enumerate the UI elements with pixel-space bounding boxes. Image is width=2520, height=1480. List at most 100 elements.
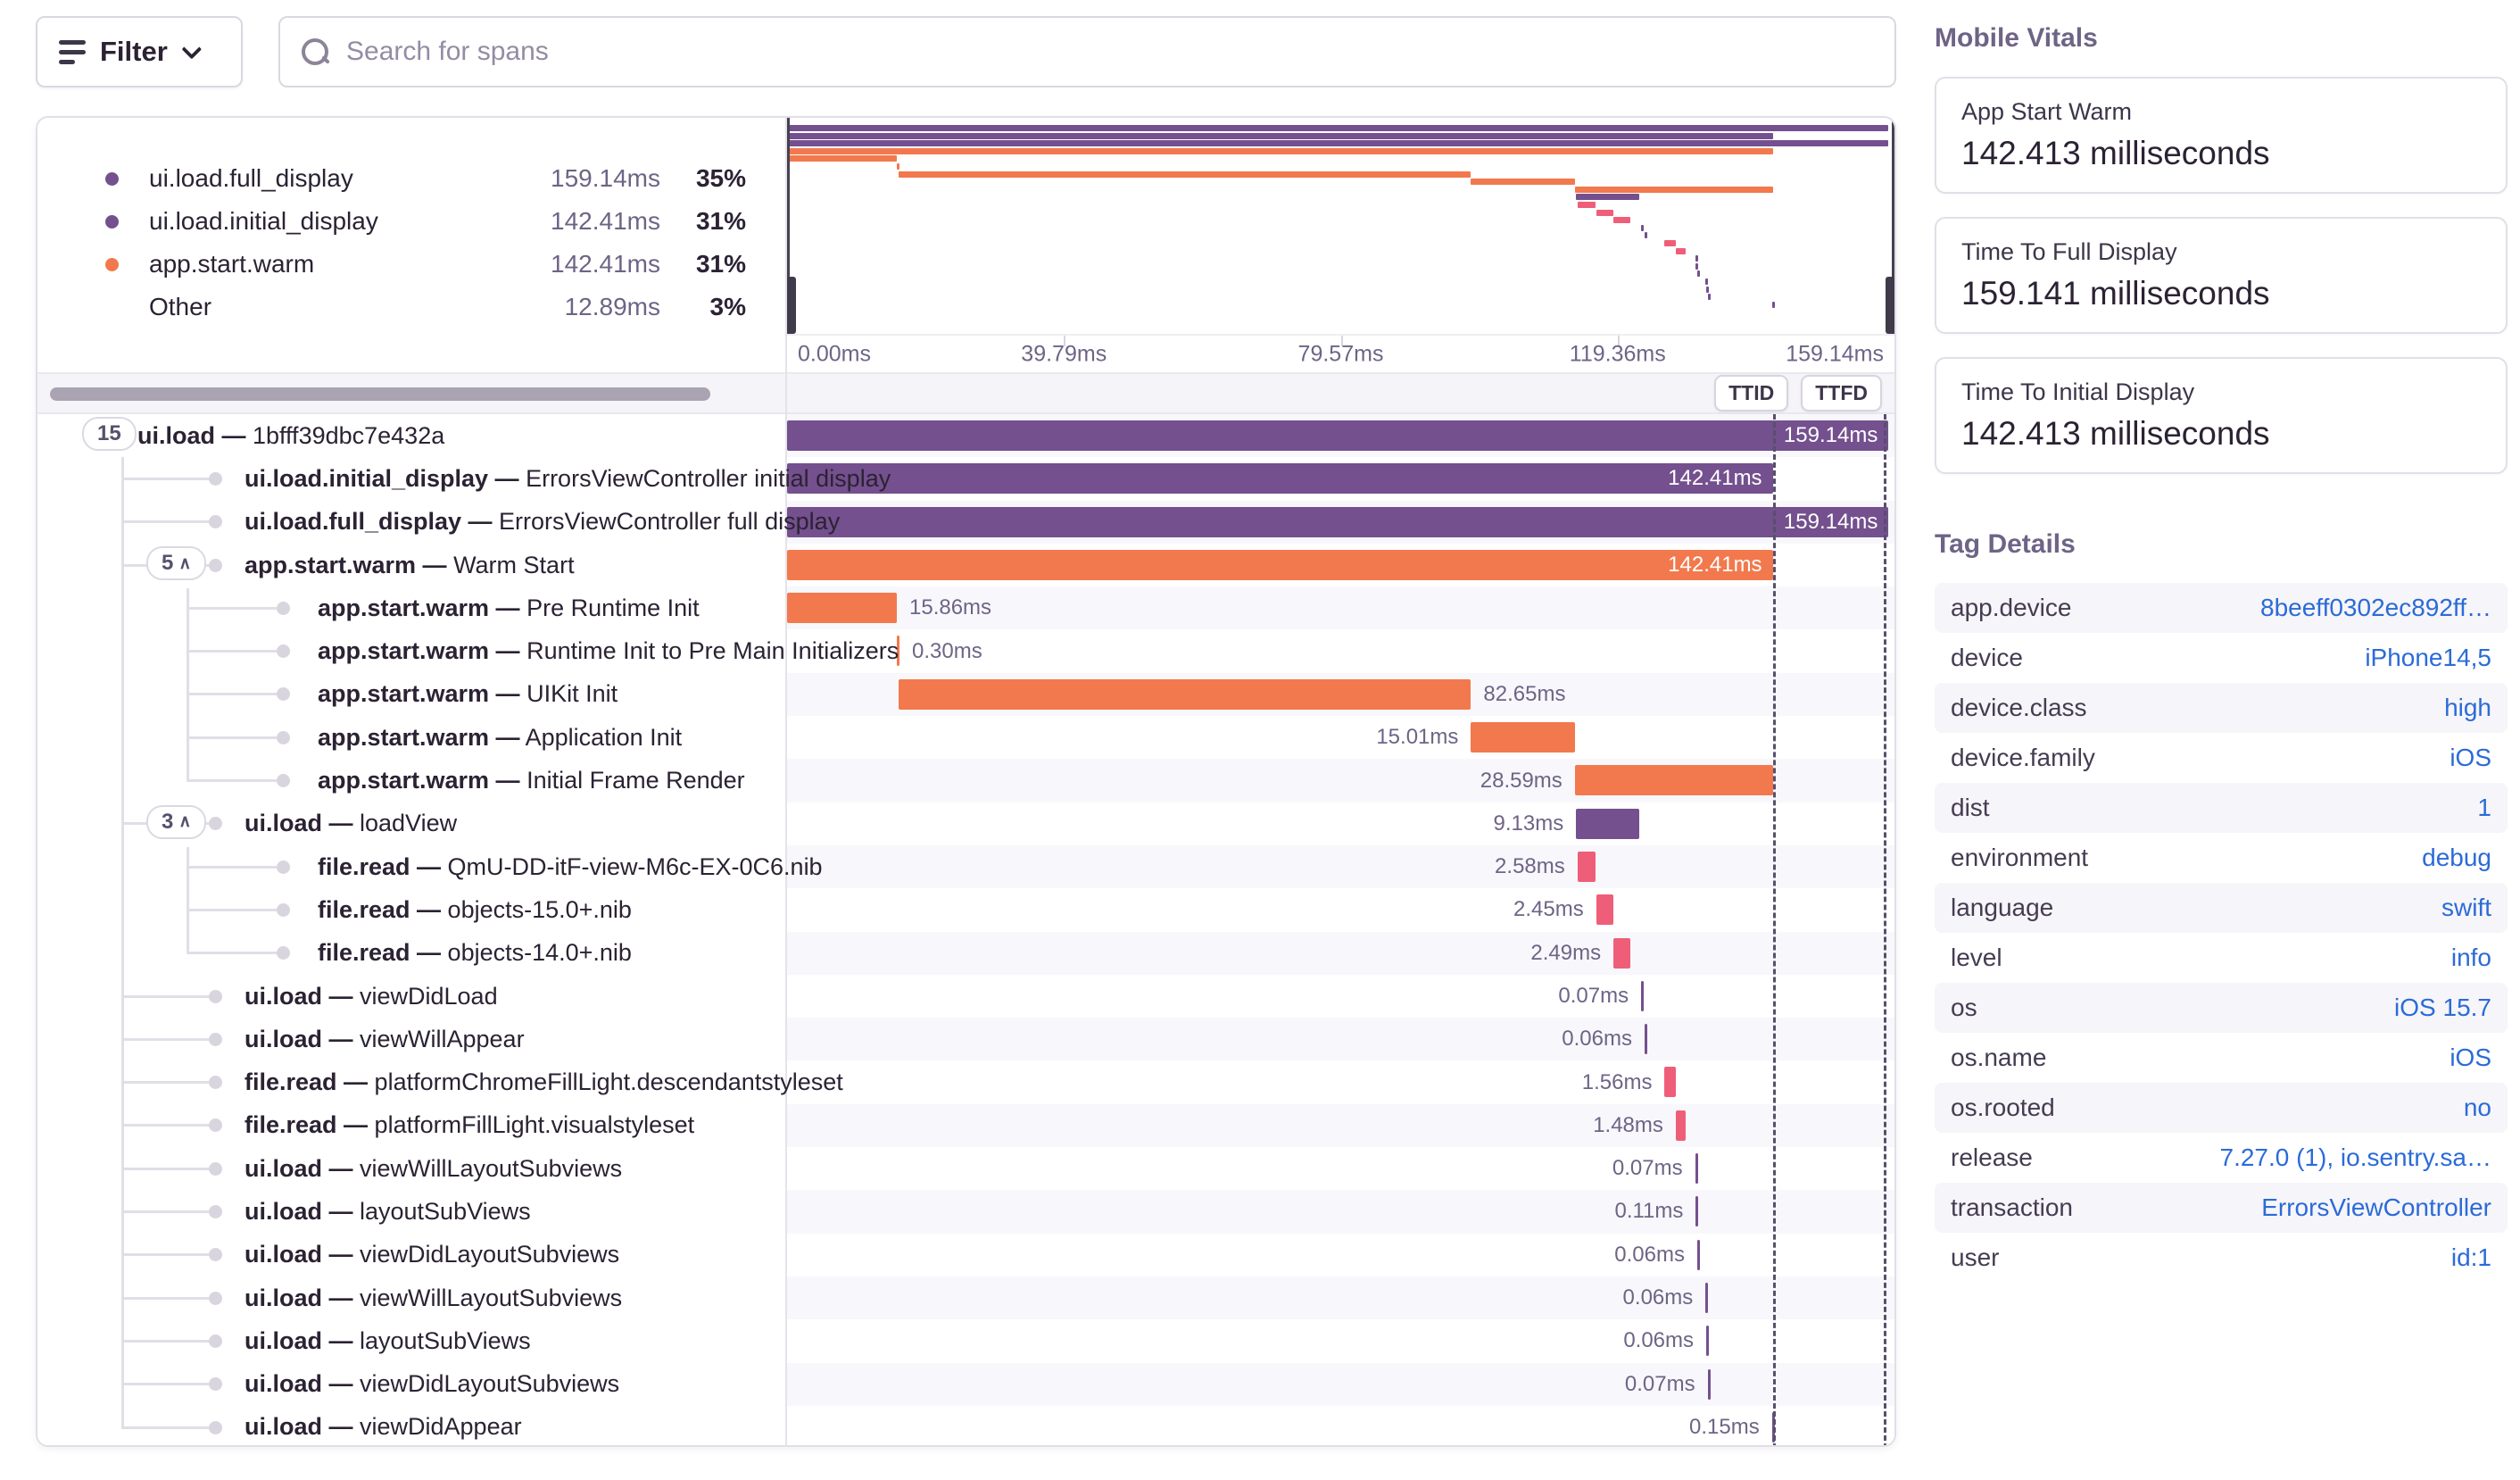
span-duration-bar[interactable] bbox=[787, 506, 1889, 537]
span-tree-row[interactable]: file.read — QmU-DD-itF-view-M6c-EX-0C6.n… bbox=[37, 845, 823, 888]
tag-value-link[interactable]: high bbox=[2444, 694, 2491, 721]
span-bar-row[interactable]: 15.86ms bbox=[787, 586, 1894, 630]
span-bar-row[interactable]: 0.07ms bbox=[787, 975, 1894, 1018]
tag-value-link[interactable]: iOS bbox=[2450, 744, 2491, 771]
tag-value-link[interactable]: iPhone14,5 bbox=[2365, 644, 2491, 671]
span-tree-row[interactable]: ui.load — 1bfff39dbc7e432a bbox=[37, 414, 785, 457]
span-tree-row[interactable]: file.read — platformFillLight.visualstyl… bbox=[37, 1104, 785, 1147]
span-tree-row[interactable]: ui.load — viewWillLayoutSubviews bbox=[37, 1147, 785, 1190]
span-duration-bar[interactable] bbox=[787, 420, 1889, 451]
span-children-chip[interactable]: 5 ∧ bbox=[146, 546, 207, 581]
span-tree-row[interactable]: ui.load.full_display — ErrorsViewControl… bbox=[37, 501, 840, 544]
tag-value-link[interactable]: 8beeff0302ec892ff… bbox=[2260, 594, 2491, 621]
span-tree-row[interactable]: ui.load — viewDidLayoutSubviews bbox=[37, 1234, 785, 1276]
span-duration-bar[interactable] bbox=[1577, 851, 1596, 882]
tag-value-link[interactable]: debug bbox=[2422, 844, 2491, 871]
tree-scrollbar-thumb[interactable] bbox=[50, 387, 710, 401]
legend-item[interactable]: Other 12.89ms 3% bbox=[105, 286, 746, 328]
span-bar-row[interactable]: 0.07ms bbox=[787, 1362, 1894, 1406]
span-tree-row[interactable]: app.start.warm — UIKit Init bbox=[37, 673, 785, 716]
span-tree-row[interactable]: ui.load — viewDidAppear bbox=[37, 1406, 785, 1445]
span-duration-bar[interactable] bbox=[1707, 1368, 1711, 1400]
span-bar-row[interactable]: 0.07ms bbox=[787, 1147, 1894, 1190]
tag-value-link[interactable]: swift bbox=[2441, 894, 2491, 921]
span-bar-row[interactable]: 82.65ms bbox=[787, 672, 1894, 717]
span-duration-bar[interactable] bbox=[1471, 722, 1575, 753]
span-duration-bar[interactable] bbox=[787, 463, 1773, 495]
span-bar-row[interactable]: 1.56ms bbox=[787, 1060, 1894, 1103]
span-duration-bar[interactable] bbox=[1596, 894, 1613, 926]
span-bar-row[interactable]: 28.59ms bbox=[787, 759, 1894, 802]
span-bar-row[interactable]: 159.14ms bbox=[787, 414, 1894, 458]
span-children-chip[interactable]: 3 ∧ bbox=[146, 804, 207, 839]
tag-value-link[interactable]: no bbox=[2463, 1093, 2491, 1121]
span-tree-row[interactable]: app.start.warm — Initial Frame Render bbox=[37, 759, 785, 802]
span-tree-row[interactable]: app.start.warm — Pre Runtime Init bbox=[37, 586, 785, 629]
tag-value-link[interactable]: info bbox=[2450, 944, 2491, 971]
span-bar-row[interactable]: 0.11ms bbox=[787, 1190, 1894, 1234]
span-bar-row[interactable]: 1.48ms bbox=[787, 1103, 1894, 1148]
span-bar-row[interactable]: 142.41ms bbox=[787, 457, 1894, 500]
span-tree-row[interactable]: ui.load — viewWillAppear bbox=[37, 1018, 785, 1060]
span-duration-bar[interactable] bbox=[787, 593, 897, 624]
ttid-toggle[interactable]: TTID bbox=[1714, 375, 1789, 412]
span-duration-bar[interactable] bbox=[1675, 1110, 1687, 1141]
span-duration-bar[interactable] bbox=[1695, 1196, 1699, 1227]
trace-minimap[interactable] bbox=[787, 118, 1894, 334]
span-duration-bar[interactable] bbox=[1695, 1153, 1698, 1185]
span-tree-row[interactable]: ui.load — viewDidLoad bbox=[37, 975, 785, 1018]
span-tree-row[interactable]: file.read — objects-15.0+.nib bbox=[37, 888, 785, 931]
tag-value-link[interactable]: iOS 15.7 bbox=[2394, 994, 2491, 1021]
legend-item[interactable]: ui.load.full_display 159.14ms 35% bbox=[105, 157, 746, 200]
legend-item[interactable]: ui.load.initial_display 142.41ms 31% bbox=[105, 200, 746, 243]
filter-button[interactable]: Filter bbox=[36, 16, 243, 87]
span-bar-row[interactable]: 2.49ms bbox=[787, 931, 1894, 975]
tag-value-link[interactable]: iOS bbox=[2450, 1043, 2491, 1071]
span-tree-row[interactable]: app.start.warm — Warm Start bbox=[37, 544, 785, 586]
span-bar-row[interactable]: 159.14ms bbox=[787, 500, 1894, 544]
span-bar-row[interactable]: 0.15ms bbox=[787, 1406, 1894, 1445]
span-tree-row[interactable]: ui.load — layoutSubViews bbox=[37, 1190, 785, 1233]
span-bar-row[interactable]: 0.06ms bbox=[787, 1018, 1894, 1061]
span-tree-row[interactable]: file.read — platformChromeFillLight.desc… bbox=[37, 1060, 843, 1103]
span-duration-bar[interactable] bbox=[787, 549, 1773, 580]
span-duration-bar[interactable] bbox=[897, 636, 899, 667]
span-bar-row[interactable]: 0.30ms bbox=[787, 629, 1894, 672]
span-tree-row[interactable]: ui.load — viewWillLayoutSubviews bbox=[37, 1276, 785, 1319]
span-duration-bar[interactable] bbox=[1613, 937, 1631, 969]
left-drag-handle[interactable] bbox=[787, 277, 796, 334]
span-bar-row[interactable]: 0.06ms bbox=[787, 1276, 1894, 1320]
tag-value-link[interactable]: 1 bbox=[2477, 794, 2491, 821]
legend-item[interactable]: app.start.warm 142.41ms 31% bbox=[105, 243, 746, 286]
span-duration-bar[interactable] bbox=[1705, 1282, 1709, 1313]
span-duration-bar[interactable] bbox=[1644, 1024, 1647, 1055]
span-duration-bar[interactable] bbox=[1641, 980, 1645, 1011]
span-children-chip[interactable]: 15 bbox=[82, 417, 137, 452]
right-drag-handle[interactable] bbox=[1886, 277, 1894, 334]
span-tree-row[interactable]: ui.load — layoutSubViews bbox=[37, 1319, 785, 1362]
span-bar-row[interactable]: 2.58ms bbox=[787, 844, 1894, 889]
span-tree-row[interactable]: app.start.warm — Application Init bbox=[37, 716, 785, 759]
span-duration-bar[interactable] bbox=[1574, 765, 1773, 796]
span-duration-bar[interactable] bbox=[1576, 808, 1640, 839]
tag-value-link[interactable]: ErrorsViewController bbox=[2261, 1193, 2491, 1221]
tag-value-link[interactable]: id:1 bbox=[2450, 1243, 2491, 1271]
span-tree-row[interactable]: ui.load — loadView bbox=[37, 802, 785, 845]
span-bar-row[interactable]: 142.41ms bbox=[787, 544, 1894, 586]
span-tree-row[interactable]: ui.load.initial_display — ErrorsViewCont… bbox=[37, 457, 891, 500]
span-duration-bar[interactable] bbox=[1664, 1067, 1676, 1098]
span-bar-row[interactable]: 2.45ms bbox=[787, 888, 1894, 931]
search-input[interactable] bbox=[346, 37, 1873, 67]
span-tree-row[interactable]: ui.load — viewDidLayoutSubviews bbox=[37, 1363, 785, 1406]
span-bar-row[interactable]: 0.06ms bbox=[787, 1234, 1894, 1276]
span-duration-bar[interactable] bbox=[899, 678, 1471, 710]
span-bar-row[interactable]: 15.01ms bbox=[787, 716, 1894, 759]
span-duration-bar[interactable] bbox=[1696, 1239, 1700, 1270]
span-duration-bar[interactable] bbox=[1706, 1326, 1709, 1357]
tag-value-link[interactable]: 7.27.0 (1), io.sentry.sa… bbox=[2219, 1143, 2492, 1171]
ttfd-toggle[interactable]: TTFD bbox=[1801, 375, 1882, 412]
span-bar-row[interactable]: 9.13ms bbox=[787, 802, 1894, 845]
span-tree-row[interactable]: file.read — objects-14.0+.nib bbox=[37, 932, 785, 975]
span-tree-row[interactable]: app.start.warm — Runtime Init to Pre Mai… bbox=[37, 629, 899, 672]
span-bar-row[interactable]: 0.06ms bbox=[787, 1319, 1894, 1362]
